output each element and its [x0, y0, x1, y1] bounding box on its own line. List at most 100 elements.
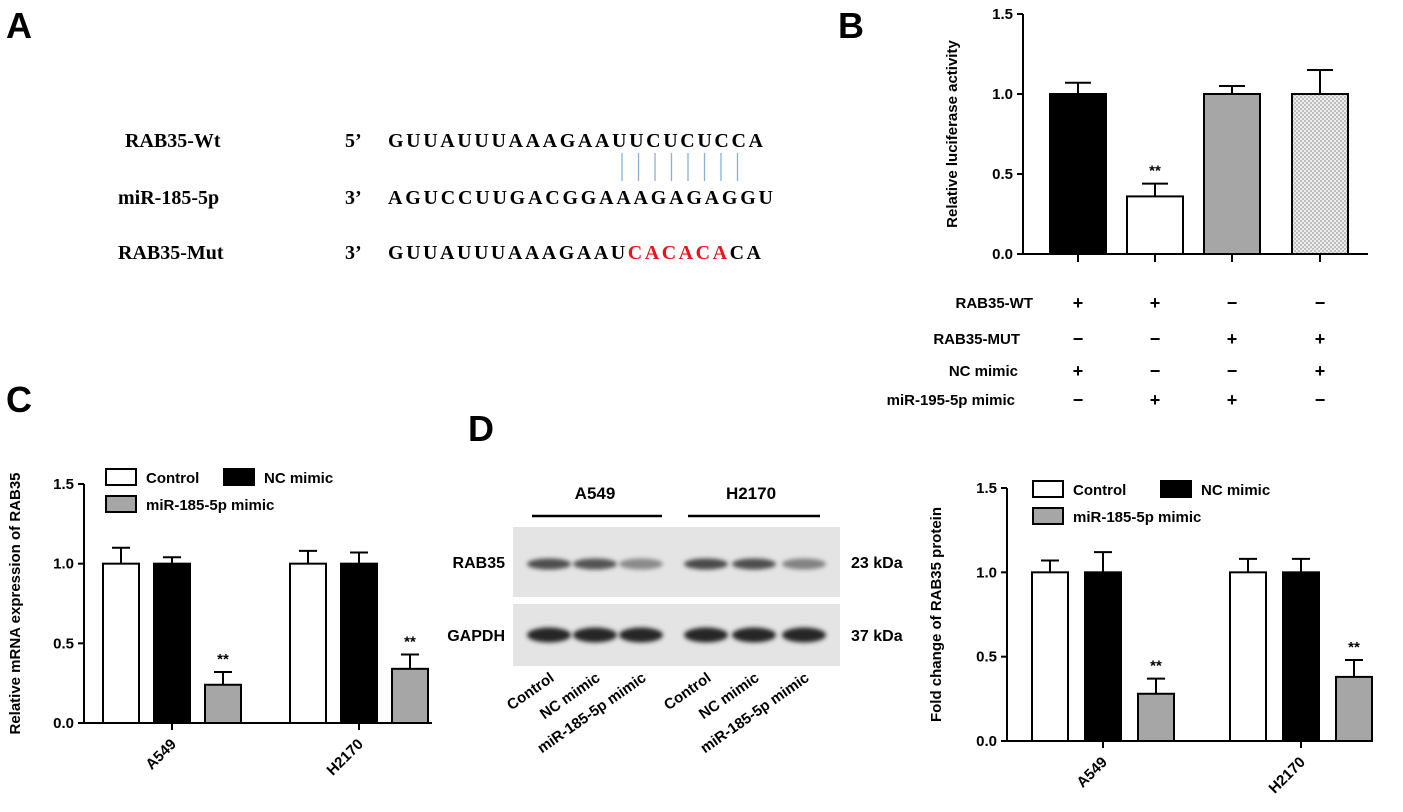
seq-end-mut: 3’	[345, 242, 362, 264]
panel-label-d: D	[468, 408, 494, 449]
y-tick-label: 0.5	[992, 166, 1013, 183]
seq-mir: AGUCCUUGACGGAAAGAGAGGU	[388, 187, 773, 209]
seq-wt: GUUAUUUAAAGAAUUCUCUCCA	[388, 130, 764, 152]
significance-marker: **	[1149, 163, 1161, 180]
bar	[1291, 93, 1349, 255]
bar	[1031, 571, 1069, 742]
chart-d: 0.0 0.5 1.0 1.5 Fold change of RAB35 protein…	[928, 480, 1373, 797]
y-tick-label: 0.0	[976, 733, 997, 750]
condition-sign: −	[1150, 361, 1161, 381]
y-tick-label: 1.0	[976, 564, 997, 581]
legend-label: miR-185-5p mimic	[146, 497, 274, 514]
blot-band	[527, 558, 571, 570]
bar	[1335, 675, 1373, 743]
condition-sign: −	[1227, 361, 1238, 381]
y-tick-label: 1.5	[992, 6, 1013, 23]
condition-sign: +	[1315, 329, 1326, 349]
significance-marker: **	[1150, 658, 1162, 675]
y-axis-title: Relative luciferase activity	[944, 40, 961, 228]
seq-name-mut: RAB35-Mut	[118, 242, 224, 264]
blot-band	[573, 627, 617, 643]
y-axis-title: Fold change of RAB35 protein	[928, 507, 945, 722]
blot-band	[732, 627, 776, 643]
legend-swatch	[1032, 507, 1064, 525]
sequence-alignment: RAB35-Wt 5’ GUUAUUUAAAGAAUUCUCUCCA miR-1…	[118, 130, 773, 264]
y-tick-label: 0.0	[53, 715, 74, 732]
bar	[1282, 571, 1320, 742]
y-axis-title: Relative mRNA expression of RAB35	[7, 472, 24, 734]
condition-sign: −	[1150, 329, 1161, 349]
bar	[391, 667, 429, 724]
y-tick-label: 1.5	[53, 476, 74, 493]
significance-marker: **	[404, 633, 416, 650]
seq-name-wt: RAB35-Wt	[125, 130, 221, 152]
condition-sign: −	[1227, 293, 1238, 313]
legend-swatch	[223, 468, 255, 486]
bar	[340, 562, 378, 725]
x-tick-label: H2170	[1266, 754, 1309, 797]
legend-swatch	[105, 495, 137, 513]
panel-label-a: A	[6, 5, 32, 46]
protein-label: GAPDH	[447, 628, 505, 645]
x-tick-label: A549	[142, 736, 179, 773]
legend-label: NC mimic	[264, 470, 333, 487]
blot-band	[619, 627, 663, 643]
protein-size-label: 23 kDa	[851, 555, 903, 572]
blot-band	[782, 558, 826, 570]
bar	[102, 562, 140, 725]
legend-swatch	[1032, 480, 1064, 498]
condition-sign: +	[1227, 390, 1238, 410]
condition-sign: +	[1315, 361, 1326, 381]
legend-swatch	[1160, 480, 1192, 498]
bar	[1049, 93, 1107, 255]
bar	[1137, 692, 1175, 742]
condition-sign: −	[1315, 390, 1326, 410]
cell-line-label: A549	[575, 484, 616, 503]
condition-sign: +	[1227, 329, 1238, 349]
seq-end-wt: 5’	[345, 130, 362, 152]
chart-c: 0.0 0.5 1.0 1.5 Relative mRNA expression of …	[7, 468, 432, 779]
blot-band	[782, 627, 826, 643]
condition-label: miR-195-5p mimic	[887, 392, 1015, 409]
seq-mut: GUUAUUUAAAGAAU CACACA CA	[388, 242, 762, 264]
bar	[204, 683, 242, 725]
bar	[1203, 93, 1261, 255]
legend-swatch	[105, 468, 137, 486]
blot-band	[527, 627, 571, 643]
legend-label: NC mimic	[1201, 482, 1270, 499]
condition-sign: −	[1315, 293, 1326, 313]
y-tick-label: 1.5	[976, 480, 997, 497]
significance-marker: **	[217, 651, 229, 668]
panel-label-c: C	[6, 379, 32, 420]
pairing-lines	[621, 153, 739, 181]
seq-end-mir: 3’	[345, 187, 362, 209]
condition-label: NC mimic	[949, 363, 1018, 380]
seq-mut-mutated: CACACA	[628, 242, 728, 264]
bar	[289, 562, 327, 725]
legend-label: miR-185-5p mimic	[1073, 509, 1201, 526]
x-tick-label: A549	[1073, 754, 1110, 791]
chart-b: 0.0 0.5 1.0 1.5 Relative luciferase activity…	[887, 6, 1368, 410]
condition-sign: −	[1073, 329, 1084, 349]
y-tick-label: 0.5	[976, 649, 997, 666]
protein-label: RAB35	[453, 555, 506, 572]
condition-sign: +	[1073, 361, 1084, 381]
blot-band	[732, 558, 776, 570]
protein-size-label: 37 kDa	[851, 628, 903, 645]
x-tick-label: H2170	[324, 736, 367, 779]
cell-line-label: H2170	[726, 484, 776, 503]
y-tick-label: 0.5	[53, 635, 74, 652]
condition-sign: +	[1073, 293, 1084, 313]
condition-sign: −	[1073, 390, 1084, 410]
legend-label: Control	[146, 470, 199, 487]
panel-label-b: B	[838, 5, 864, 46]
blot-band	[619, 558, 663, 570]
bar	[1126, 195, 1184, 255]
blot-band	[684, 627, 728, 643]
blot-band	[684, 558, 728, 570]
bar	[1229, 571, 1267, 742]
blot-band	[573, 558, 617, 570]
condition-sign: +	[1150, 390, 1161, 410]
